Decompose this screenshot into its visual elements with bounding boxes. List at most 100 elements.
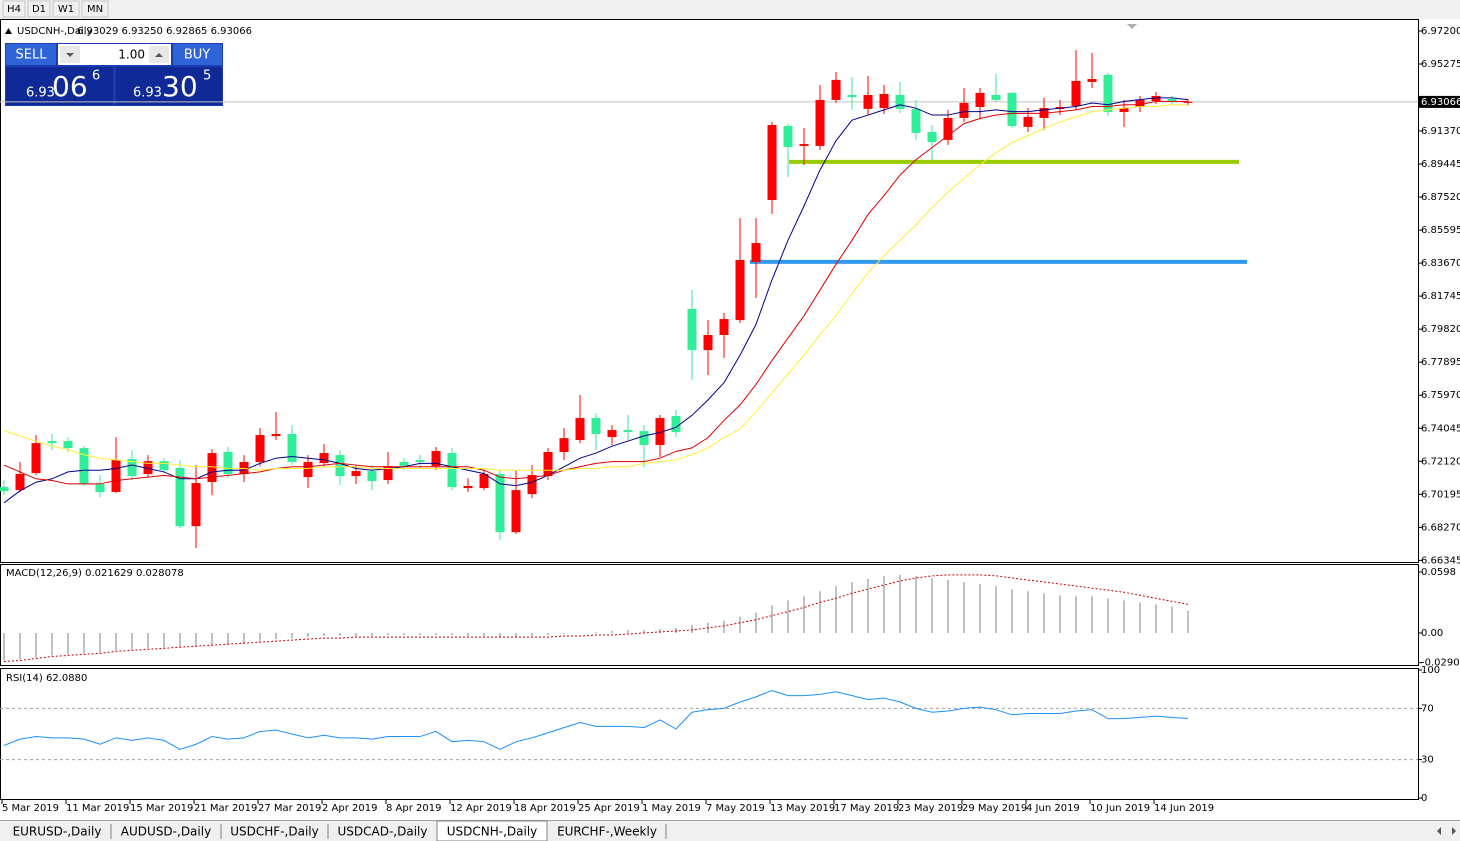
- candle-body: [175, 467, 185, 527]
- bid-box[interactable]: [6, 67, 113, 105]
- buy-label[interactable]: BUY: [184, 48, 210, 63]
- y-tick-label: 6.81745: [1421, 291, 1460, 302]
- candle-body: [703, 335, 713, 351]
- y-tick-label: 0.0598: [1421, 567, 1456, 578]
- up-arrow: [155, 53, 163, 57]
- candle-body: [287, 434, 297, 462]
- candle-body: [751, 243, 761, 262]
- candle-body: [655, 418, 665, 445]
- candle-body: [815, 99, 825, 146]
- tab-label[interactable]: USDCAD-,Daily: [338, 825, 428, 839]
- tab-label[interactable]: USDCHF-,Daily: [230, 825, 318, 839]
- candle-body: [255, 435, 265, 462]
- candle-body: [911, 108, 921, 133]
- candle-body: [159, 461, 169, 471]
- candle-body: [719, 319, 729, 336]
- lots-value[interactable]: 1.00: [118, 48, 145, 62]
- collapse-icon[interactable]: [5, 28, 12, 34]
- active-tab[interactable]: [436, 820, 548, 841]
- x-tick-label: 7 May 2019: [706, 803, 765, 814]
- candle-body: [79, 448, 89, 485]
- candle-body: [1167, 98, 1177, 103]
- timeframe-label[interactable]: H4: [7, 4, 21, 15]
- y-tick-label: 6.91370: [1421, 126, 1460, 137]
- rsi-panel: [0, 668, 1419, 800]
- candle-body: [543, 452, 553, 477]
- y-tick-label: 6.87520: [1421, 192, 1460, 203]
- y-tick-label: 6.74045: [1421, 423, 1460, 434]
- candle-body: [991, 94, 1001, 100]
- timeframe-button[interactable]: [27, 0, 51, 18]
- tab-label[interactable]: AUDUSD-,Daily: [121, 825, 211, 839]
- x-tick-label: 5 Mar 2019: [2, 803, 59, 814]
- y-tick-label: 6.68270: [1421, 522, 1460, 533]
- candle-body: [143, 461, 153, 474]
- candle-body: [879, 93, 889, 109]
- candle-body: [1087, 79, 1097, 82]
- y-tick-label: 6.72120: [1421, 456, 1460, 467]
- tab-label[interactable]: USDCNH-,Daily: [447, 825, 538, 839]
- y-tick-label: 6.89445: [1421, 159, 1460, 170]
- candle-body: [415, 460, 425, 462]
- candle-body: [1151, 96, 1161, 101]
- candle-body: [15, 473, 25, 491]
- candle-body: [271, 434, 281, 437]
- buy-button[interactable]: [173, 44, 222, 65]
- candle-body: [431, 450, 441, 467]
- x-tick-label: 14 Jun 2019: [1154, 803, 1214, 814]
- x-tick-label: 8 Apr 2019: [386, 803, 441, 814]
- timeframe-label[interactable]: MN: [87, 4, 103, 15]
- shift-marker: [1127, 24, 1137, 29]
- bid-sup: 6: [92, 69, 100, 84]
- candle-body: [495, 473, 505, 533]
- candle-body: [223, 452, 233, 474]
- candle-body: [239, 461, 249, 474]
- timeframe-button[interactable]: [81, 0, 109, 18]
- x-tick-label: 21 Mar 2019: [194, 803, 257, 814]
- sell-button[interactable]: [6, 44, 56, 65]
- candle-body: [351, 471, 361, 477]
- y-tick-label: 6.70195: [1421, 489, 1460, 500]
- timeframe-label[interactable]: D1: [32, 4, 46, 15]
- scroll-left[interactable]: [1437, 827, 1441, 835]
- candle-body: [799, 144, 809, 146]
- moving-average: [3, 100, 1188, 485]
- tab-label[interactable]: EURUSD-,Daily: [13, 825, 102, 839]
- candle-body: [63, 441, 73, 449]
- trade-panel: SELL 1.00 BUY 6.93 06 6 6.93 30 5: [5, 43, 223, 106]
- x-tick-label: 12 Apr 2019: [450, 803, 512, 814]
- y-tick-label: 6.85595: [1421, 225, 1460, 236]
- candle-body: [1007, 92, 1017, 127]
- tab-label[interactable]: EURCHF-,Weekly: [557, 825, 657, 839]
- x-tick-label: 10 Jun 2019: [1090, 803, 1150, 814]
- macd-title: MACD(12,26,9) 0.021629 0.028078: [6, 568, 184, 579]
- candle-body: [511, 490, 521, 533]
- candle-body: [639, 431, 649, 445]
- timeframe-button[interactable]: [2, 0, 26, 18]
- candle-body: [735, 260, 745, 321]
- sell-label[interactable]: SELL: [16, 48, 48, 63]
- x-tick-label: 2 Apr 2019: [322, 803, 377, 814]
- macd-signal: [3, 574, 1189, 663]
- candle-body: [687, 308, 697, 351]
- timeframe-label[interactable]: W1: [58, 4, 74, 15]
- candle-body: [191, 483, 201, 527]
- timeframe-button[interactable]: [52, 0, 80, 18]
- y-tick-label: 6.66345: [1421, 555, 1460, 566]
- y-tick-label: 6.95275: [1421, 59, 1460, 70]
- candle-body: [831, 79, 841, 100]
- rsi-title: RSI(14) 62.0880: [6, 673, 87, 684]
- candle-body: [623, 430, 633, 433]
- x-tick-label: 1 May 2019: [642, 803, 701, 814]
- ask-box[interactable]: [116, 67, 222, 105]
- scroll-right[interactable]: [1452, 827, 1456, 835]
- candle-body: [1183, 101, 1193, 103]
- candle-body: [575, 418, 585, 441]
- candle-body: [1135, 99, 1145, 107]
- lots-input[interactable]: [58, 44, 171, 65]
- candle-body: [591, 418, 601, 435]
- x-tick-label: 15 Mar 2019: [130, 803, 193, 814]
- candle-body: [671, 415, 681, 433]
